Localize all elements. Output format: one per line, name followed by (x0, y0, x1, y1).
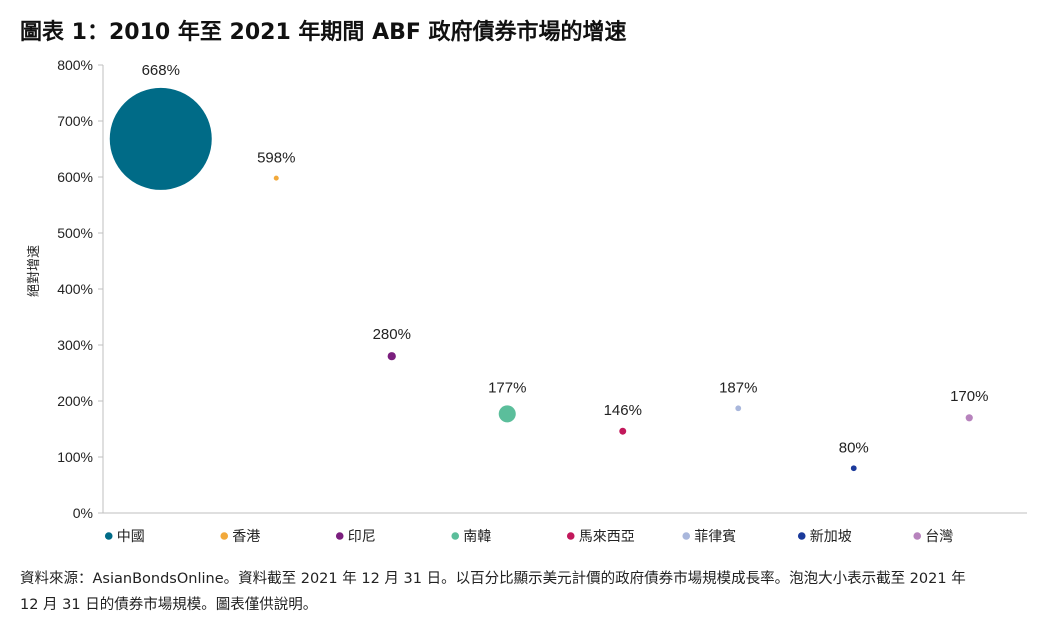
legend-marker (335, 532, 344, 540)
bubble-8 (965, 414, 973, 422)
y-tick-label: 500% (57, 225, 93, 241)
legend-marker (220, 532, 229, 540)
bubble-2 (273, 175, 279, 181)
chart-title: 圖表 1：2010 年至 2021 年期間 ABF 政府債券市場的增速 (20, 20, 627, 45)
data-labels: 668% 598% 280% 177% 146% 187% 80% 170% (142, 62, 989, 456)
bubble-7 (850, 465, 857, 472)
bubble-5 (619, 427, 627, 435)
legend-label: 香港 (232, 529, 260, 545)
legend-label: 中國 (117, 529, 145, 545)
data-label: 80% (839, 439, 869, 456)
legend-label: 南韓 (463, 529, 491, 545)
data-label: 170% (950, 388, 988, 405)
axes: 0% 100% 200% 300% 400% 500% 600% 700% 800% 絕對增速 (27, 57, 1027, 521)
bubble-6 (735, 405, 742, 412)
data-label: 146% (604, 402, 642, 419)
y-tick-label: 100% (57, 449, 93, 465)
y-axis-label: 絕對增速 (27, 245, 42, 297)
data-label: 668% (142, 62, 180, 79)
data-label: 187% (719, 379, 757, 396)
y-tick-label: 0% (73, 505, 93, 521)
data-label: 177% (488, 379, 526, 396)
bubbles (109, 87, 973, 472)
legend-label: 菲律賓 (694, 528, 736, 545)
y-tick-label: 200% (57, 393, 93, 409)
bubble-4 (498, 405, 516, 423)
legend-label: 新加坡 (810, 529, 852, 545)
source-note-line-1: 資料來源：AsianBondsOnline。資料截至 2021 年 12 月 3… (20, 571, 966, 587)
legend-marker (913, 532, 922, 540)
source-note: 資料來源：AsianBondsOnline。資料截至 2021 年 12 月 3… (20, 566, 1035, 618)
legend: 中國 香港 印尼 南韓 馬來西亞 菲律賓 新加坡 台灣 (104, 528, 953, 545)
y-tick-label: 800% (57, 57, 93, 73)
y-tick-label: 700% (57, 113, 93, 129)
legend-label: 馬來西亞 (579, 529, 635, 545)
source-note-line-2: 12 月 31 日的債券市場規模。圖表僅供說明。 (20, 597, 318, 613)
legend-marker (682, 532, 691, 540)
bubble-3 (387, 352, 396, 361)
legend-marker (566, 532, 575, 540)
legend-marker (797, 532, 806, 540)
legend-marker (451, 532, 460, 540)
legend-label: 印尼 (348, 529, 376, 545)
y-tick-label: 400% (57, 281, 93, 297)
bubble-chart: 0% 100% 200% 300% 400% 500% 600% 700% 800% 絕對增速 6… (27, 57, 1027, 545)
legend-label: 台灣 (925, 529, 953, 545)
legend-marker (104, 532, 113, 540)
data-label: 280% (373, 326, 411, 343)
y-tick-label: 600% (57, 169, 93, 185)
data-label: 598% (257, 150, 295, 167)
y-tick-label: 300% (57, 337, 93, 353)
bubble-1 (109, 87, 212, 190)
